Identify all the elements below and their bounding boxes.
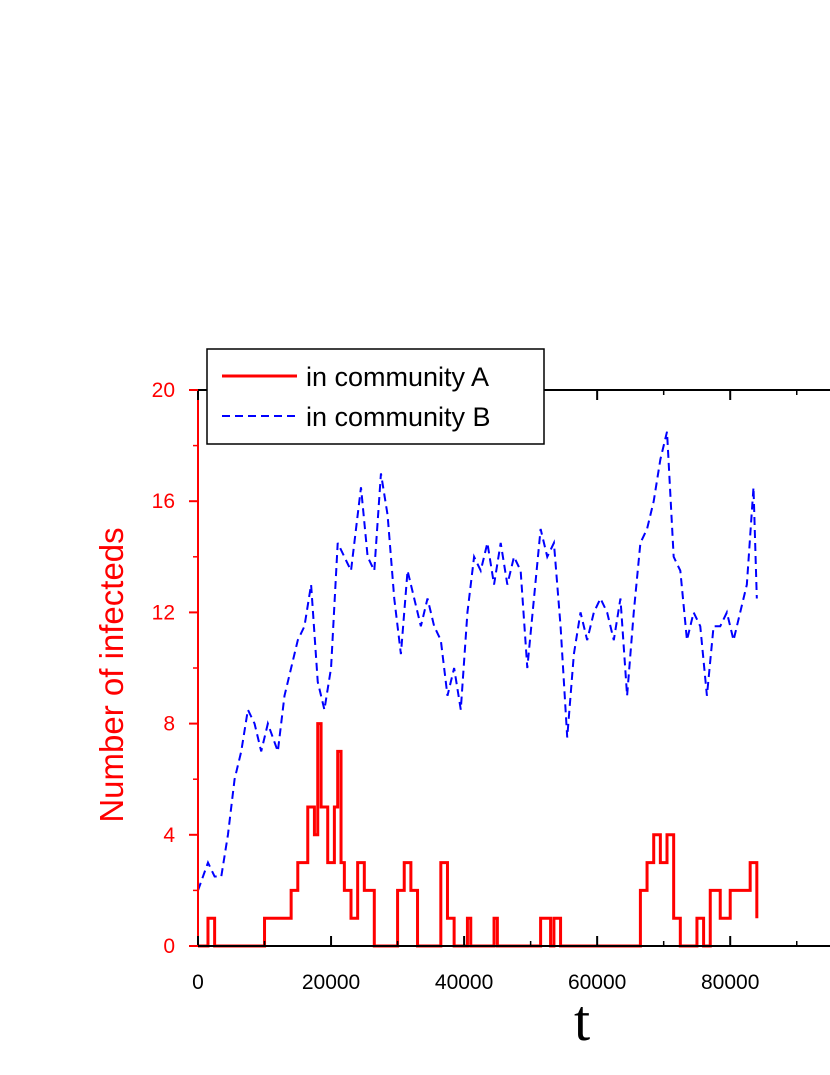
y-tick-label: 8	[163, 713, 175, 736]
x-tick-label: 80000	[701, 971, 759, 994]
legend-label-series-a: in community A	[306, 362, 489, 392]
legend-box	[206, 348, 545, 445]
y-tick-label: 4	[163, 824, 175, 847]
y-tick-label: 16	[152, 490, 175, 513]
y-tick-label: 20	[152, 379, 175, 402]
legend-label-series-b: in community B	[306, 402, 491, 432]
y-tick-label: 12	[152, 601, 175, 624]
ticks: 0 20000 40000 60000 80000 0 4 8 12 16 20	[152, 379, 798, 994]
series-line-community-b	[197, 431, 758, 891]
y-tick-label: 0	[163, 935, 175, 958]
legend: in community A in community B	[206, 348, 545, 445]
y-axis-label: Number of infecteds	[93, 527, 130, 822]
series-line-community-a	[198, 722, 759, 948]
x-tick-label: 40000	[435, 971, 493, 994]
x-axis-label: t	[574, 988, 590, 1053]
x-tick-label: 0	[192, 971, 204, 994]
series-layer	[197, 431, 759, 948]
axes	[197, 389, 830, 947]
x-tick-label: 20000	[302, 971, 360, 994]
x-tick-label: 60000	[568, 971, 626, 994]
